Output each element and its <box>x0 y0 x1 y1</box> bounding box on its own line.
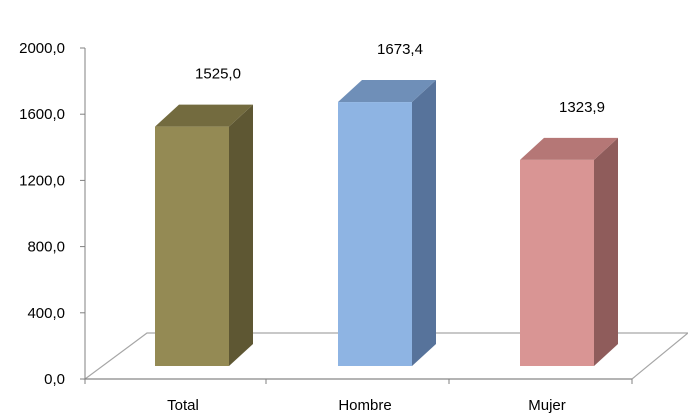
bar-top <box>520 137 618 160</box>
bar-front <box>520 159 594 366</box>
y-tick-label: 1200,0 <box>19 172 65 189</box>
bar-side <box>229 104 253 367</box>
bar-top <box>338 80 436 103</box>
axes: 0,0 400,0 800,0 1200,0 1600,0 2000,0 <box>19 40 633 388</box>
bar-front <box>338 102 412 366</box>
bar-side <box>594 137 618 366</box>
y-tick-label: 0,0 <box>44 371 65 388</box>
labels: 1525,0 Total 1673,4 Hombre 1323,9 Mujer <box>167 41 605 414</box>
x-category-label: Hombre <box>338 397 391 414</box>
bar-total <box>155 104 253 367</box>
bar-top <box>155 104 253 127</box>
x-category-label: Mujer <box>528 397 566 414</box>
y-tick-label: 800,0 <box>27 239 65 256</box>
bar-mujer <box>520 137 618 366</box>
x-category-label: Total <box>167 397 199 414</box>
data-label: 1525,0 <box>195 66 241 83</box>
data-label: 1673,4 <box>377 41 423 58</box>
bar-side <box>412 80 436 366</box>
y-tick-label: 2000,0 <box>19 40 65 57</box>
bars <box>155 80 618 367</box>
y-tick-label: 1600,0 <box>19 106 65 123</box>
bar-front <box>155 126 229 366</box>
data-label: 1323,9 <box>559 99 605 116</box>
y-tick-label: 400,0 <box>27 305 65 322</box>
bar-hombre <box>338 80 436 366</box>
